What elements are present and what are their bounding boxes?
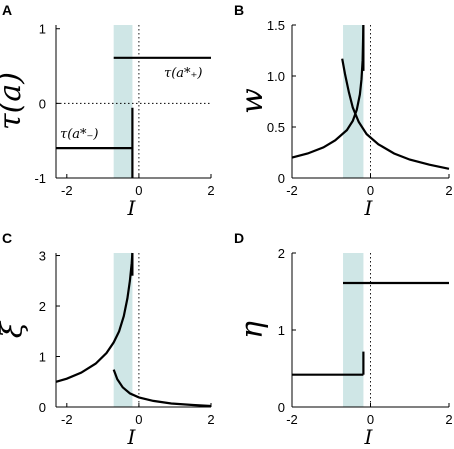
panel-letter-d: D (234, 230, 244, 246)
y-tick-label: 1.5 (267, 18, 285, 33)
y-axis-label: ξ (0, 320, 30, 338)
x-tick-label: -2 (61, 183, 73, 198)
y-tick-label: 1 (39, 350, 46, 365)
y-tick-label: 3 (39, 249, 46, 264)
series-line (341, 58, 450, 170)
series-line (291, 24, 365, 159)
shaded-band (343, 253, 364, 407)
series-line (112, 369, 212, 408)
x-tick-label: -2 (286, 412, 298, 427)
x-tick-label: 0 (135, 412, 142, 427)
shaded-band (343, 25, 364, 178)
y-tick-label: -1 (34, 171, 46, 186)
x-tick-label: 2 (445, 183, 452, 198)
panel-letter-b: B (234, 2, 244, 18)
y-tick-label: 2 (39, 299, 46, 314)
y-axis-label: τ(a) (0, 72, 28, 130)
panel-c: C -2 0 2 0 1 2 3 Iξ (0, 230, 215, 449)
y-axis-label: η (235, 321, 270, 339)
panel-letter-a: A (2, 2, 12, 18)
panel-letter-c: C (2, 230, 12, 246)
y-tick-label: 0 (278, 171, 285, 186)
x-tick-label: 0 (367, 183, 374, 198)
annotation-tau-minus: τ(a*₋) (60, 127, 98, 142)
y-tick-label: 2 (278, 246, 285, 261)
x-axis-label: I (364, 425, 374, 449)
y-tick-label: 1 (39, 22, 46, 37)
x-tick-label: 2 (207, 183, 214, 198)
x-tick-label: 2 (207, 412, 214, 427)
panel-b: B -2 0 200.51.01.5Iw (234, 2, 453, 220)
x-tick-label: 0 (135, 183, 142, 198)
y-tick-label: 1 (278, 323, 285, 338)
x-tick-label: -2 (61, 412, 73, 427)
y-tick-label: 1.0 (267, 69, 285, 84)
series-line (55, 252, 134, 383)
y-tick-label: 0 (39, 400, 46, 415)
y-tick-label: 0 (39, 96, 46, 111)
x-tick-label: 2 (445, 412, 452, 427)
y-tick-label: 0 (278, 400, 285, 415)
x-tick-label: -2 (286, 183, 298, 198)
x-tick-label: 0 (367, 412, 374, 427)
y-tick-label: 0.5 (267, 120, 285, 135)
x-axis-label: I (127, 196, 137, 220)
x-axis-label: I (127, 425, 137, 449)
annotation-tau-plus: τ(a*₊) (164, 66, 202, 81)
panel-a: A -2 0 2 -1 0 1 Iτ(a) τ(a*₊) τ(a*₋) (0, 2, 215, 220)
shaded-band (113, 25, 133, 178)
y-axis-label: w (235, 88, 270, 114)
x-axis-label: I (364, 196, 374, 220)
